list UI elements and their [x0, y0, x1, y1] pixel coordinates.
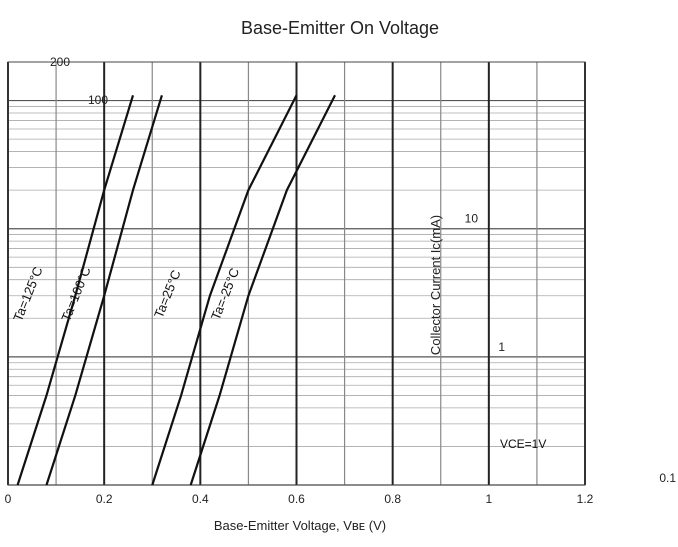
series-line — [189, 94, 336, 486]
y-tick-label: 10 — [465, 212, 479, 226]
series-labels: Ta=125°C Ta=100°C Ta=25°C Ta=-25°C — [10, 264, 242, 323]
x-tick-label: 1.2 — [577, 492, 594, 506]
axes: 0 0.2 0.4 0.6 0.8 1 1.2 200 100 10 1 0.1 — [5, 55, 677, 506]
series-label: Ta=100°C — [58, 264, 93, 323]
y-axis-label: Collector Current Ic(mA) — [428, 215, 443, 355]
test-condition-annotation: VCE=1V — [500, 437, 546, 451]
x-tick-label: 0.2 — [96, 492, 113, 506]
series-lines — [16, 94, 336, 486]
series-label: Ta=-25°C — [208, 266, 242, 322]
y-tick-label: 100 — [88, 93, 108, 107]
x-tick-label: 0.4 — [192, 492, 209, 506]
x-tick-label: 0.8 — [384, 492, 401, 506]
x-tick-label: 0 — [5, 492, 12, 506]
y-tick-label: 1 — [498, 340, 505, 354]
series-line — [45, 94, 163, 486]
series-label: Ta=125°C — [10, 264, 45, 323]
grid — [7, 61, 586, 486]
y-tick-label: 200 — [50, 55, 70, 69]
x-axis-label: Base-Emitter Voltage, Vʙᴇ (V) — [214, 518, 386, 533]
series-line — [151, 94, 298, 486]
y-tick-label: 0.1 — [659, 471, 676, 485]
chart-title: Base-Emitter On Voltage — [241, 18, 439, 38]
series-line — [16, 94, 135, 486]
x-tick-label: 1 — [485, 492, 492, 506]
plot-frame — [7, 61, 586, 486]
series-label: Ta=25°C — [151, 268, 184, 320]
x-tick-label: 0.6 — [288, 492, 305, 506]
